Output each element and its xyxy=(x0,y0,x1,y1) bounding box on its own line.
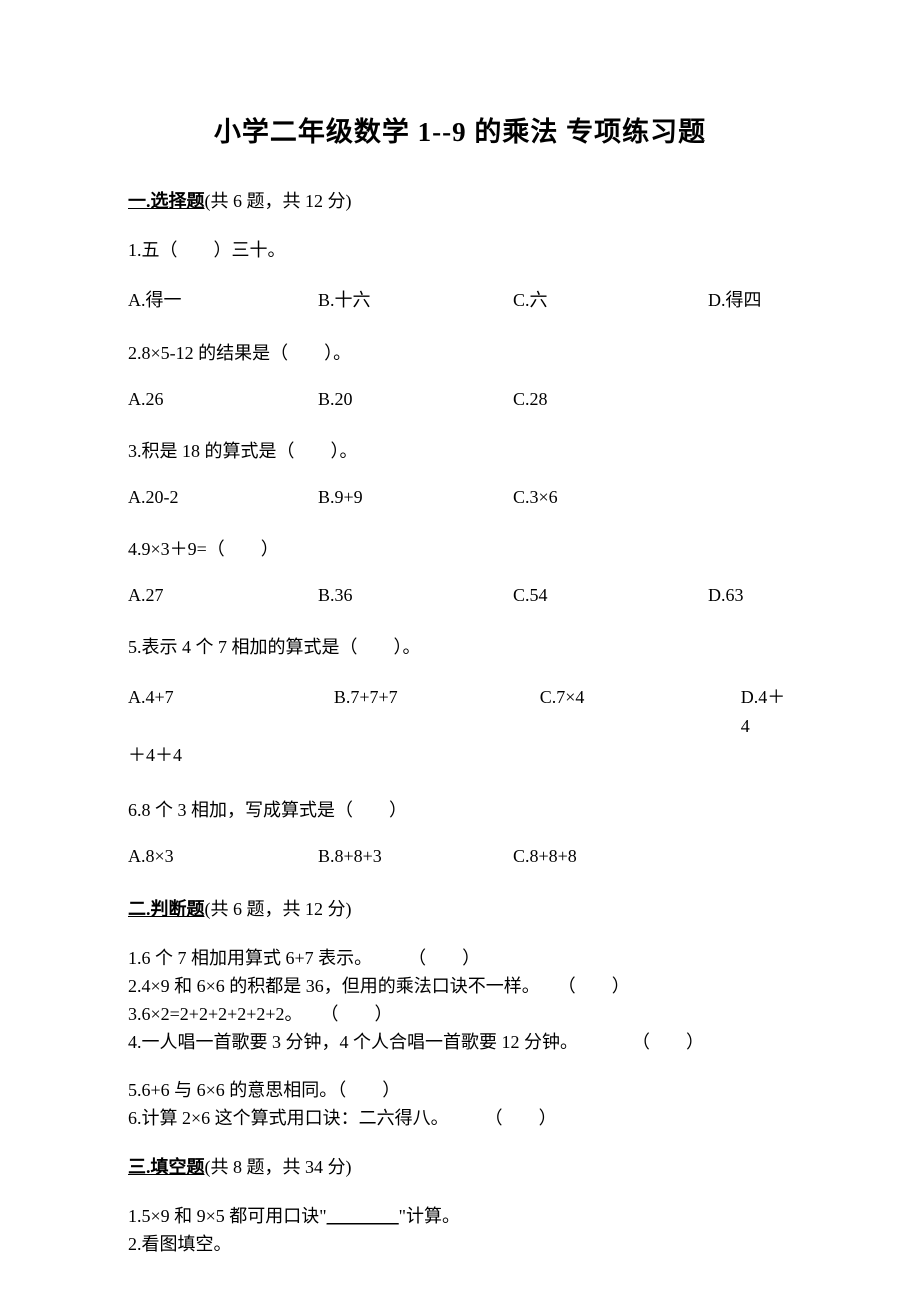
q1-options: A.得一 B.十六 C.六 D.得四 xyxy=(128,286,792,312)
q2-option-c: C.28 xyxy=(513,389,708,410)
q6-text: 6.8 个 3 相加，写成算式是（ ） xyxy=(128,797,792,824)
fill-1-pre: 1.5×9 和 9×5 都可用口诀" xyxy=(128,1206,327,1226)
q5-option-d-line2: ＋4＋4 xyxy=(128,741,792,770)
q5-option-b: B.7+7+7 xyxy=(334,683,540,741)
q1-option-b: B.十六 xyxy=(318,286,513,312)
q4-option-a: A.27 xyxy=(128,585,318,606)
judgment-block-2: 5.6+6 与 6×6 的意思相同。（ ） 6.计算 2×6 这个算式用口诀：二… xyxy=(128,1077,792,1133)
q4-option-b: B.36 xyxy=(318,585,513,606)
q5-text: 5.表示 4 个 7 相加的算式是（ ）。 xyxy=(128,634,792,661)
fill-1: 1.5×9 和 9×5 都可用口诀"________"计算。 xyxy=(128,1203,792,1231)
q1-option-d: D.得四 xyxy=(708,286,762,312)
q2-options: A.26 B.20 C.28 xyxy=(128,389,792,410)
q3-option-c: C.3×6 xyxy=(513,487,708,508)
q1-text: 1.五（ ）三十。 xyxy=(128,237,792,264)
q1-option-a: A.得一 xyxy=(128,286,318,312)
section-2-info: (共 6 题，共 12 分) xyxy=(205,899,352,919)
section-3-info: (共 8 题，共 34 分) xyxy=(205,1157,352,1177)
judgment-1: 1.6 个 7 相加用算式 6+7 表示。 （ ） xyxy=(128,945,792,973)
q5-option-c: C.7×4 xyxy=(540,683,741,741)
q3-text: 3.积是 18 的算式是（ ）。 xyxy=(128,438,792,465)
q3-option-b: B.9+9 xyxy=(318,487,513,508)
q5-options: A.4+7 B.7+7+7 C.7×4 D.4＋4 ＋4＋4 xyxy=(128,683,792,769)
q4-option-c: C.54 xyxy=(513,585,708,606)
judgment-3: 3.6×2=2+2+2+2+2+2。 （ ） xyxy=(128,1001,792,1029)
section-1-label: 一.选择题 xyxy=(128,191,205,211)
q3-option-a: A.20-2 xyxy=(128,487,318,508)
section-2-label: 二.判断题 xyxy=(128,899,205,919)
judgment-2: 2.4×9 和 6×6 的积都是 36，但用的乘法口诀不一样。 （ ） xyxy=(128,973,792,1001)
section-1-header: 一.选择题(共 6 题，共 12 分) xyxy=(128,187,792,213)
q3-options: A.20-2 B.9+9 C.3×6 xyxy=(128,487,792,508)
q4-text: 4.9×3＋9=（ ） xyxy=(128,536,792,563)
q2-option-b: B.20 xyxy=(318,389,513,410)
page-title: 小学二年级数学 1--9 的乘法 专项练习题 xyxy=(128,110,792,149)
q6-option-b: B.8+8+3 xyxy=(318,846,513,867)
q1-option-c: C.六 xyxy=(513,286,708,312)
fill-1-blank: ________ xyxy=(327,1206,399,1226)
judgment-4: 4.一人唱一首歌要 3 分钟，4 个人合唱一首歌要 12 分钟。 （ ） xyxy=(128,1029,792,1057)
q6-options: A.8×3 B.8+8+3 C.8+8+8 xyxy=(128,846,792,867)
judgment-block-1: 1.6 个 7 相加用算式 6+7 表示。 （ ） 2.4×9 和 6×6 的积… xyxy=(128,945,792,1057)
section-1-info: (共 6 题，共 12 分) xyxy=(205,191,352,211)
q6-option-c: C.8+8+8 xyxy=(513,846,708,867)
judgment-5: 5.6+6 与 6×6 的意思相同。（ ） xyxy=(128,1077,792,1105)
q6-option-a: A.8×3 xyxy=(128,846,318,867)
section-3-header: 三.填空题(共 8 题，共 34 分) xyxy=(128,1153,792,1179)
q2-option-a: A.26 xyxy=(128,389,318,410)
judgment-6: 6.计算 2×6 这个算式用口诀：二六得八。 （ ） xyxy=(128,1105,792,1133)
fill-1-post: "计算。 xyxy=(399,1206,460,1226)
fill-2: 2.看图填空。 xyxy=(128,1231,792,1259)
q5-option-d-line1: D.4＋4 xyxy=(741,683,792,741)
q2-text: 2.8×5-12 的结果是（ ）。 xyxy=(128,340,792,367)
q4-option-d: D.63 xyxy=(708,585,744,606)
q4-options: A.27 B.36 C.54 D.63 xyxy=(128,585,792,606)
q5-option-a: A.4+7 xyxy=(128,683,334,741)
section-3-label: 三.填空题 xyxy=(128,1157,205,1177)
section-2-header: 二.判断题(共 6 题，共 12 分) xyxy=(128,895,792,921)
